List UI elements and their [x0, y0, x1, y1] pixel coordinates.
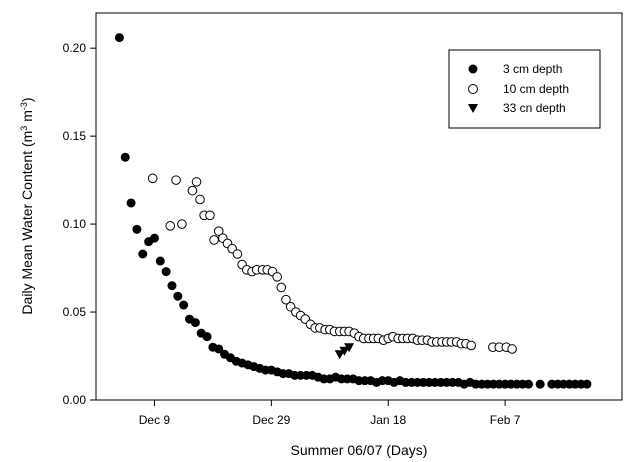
data-point: [195, 194, 205, 205]
data-point: [147, 173, 158, 184]
legend-marker-3cm: [468, 64, 478, 74]
series-1: [114, 33, 592, 389]
data-point: [232, 249, 243, 259]
legend-marker-33cm: [468, 104, 478, 113]
series-3: [334, 343, 355, 360]
data-point: [149, 233, 159, 243]
data-point: [132, 224, 142, 234]
data-point: [191, 177, 202, 187]
data-point: [281, 294, 291, 305]
data-point: [173, 291, 183, 301]
data-point: [276, 282, 287, 293]
data-point: [187, 185, 198, 196]
data-point: [126, 198, 136, 208]
data-point: [179, 300, 189, 310]
data-point: [167, 281, 177, 291]
y-axis-title-sup-1: 3: [19, 126, 29, 131]
data-point: [138, 249, 148, 259]
data-point: [214, 344, 224, 354]
data-point: [171, 175, 181, 185]
data-point: [202, 332, 212, 342]
data-point: [466, 340, 477, 351]
y-tick-label: 0.10: [63, 217, 87, 231]
x-tick-label: Dec 9: [139, 413, 171, 427]
y-tick-label: 0.15: [63, 129, 87, 143]
data-point: [205, 210, 215, 221]
data-point: [209, 235, 219, 245]
data-point: [339, 346, 350, 356]
series-2: [147, 173, 517, 354]
data-point: [213, 226, 224, 236]
data-point: [161, 267, 171, 277]
legend-label-10cm: 10 cm depth: [503, 82, 569, 96]
data-point: [523, 379, 533, 389]
data-point: [344, 343, 355, 353]
data-point: [120, 152, 130, 162]
y-tick-label: 0.05: [63, 305, 87, 319]
data-point: [507, 344, 517, 354]
x-axis-title: Summer 06/07 (Days): [291, 442, 428, 458]
data-point: [190, 318, 200, 328]
data-point: [155, 256, 165, 266]
legend-label-33cm: 33 cn depth: [503, 101, 566, 115]
data-point: [535, 379, 545, 389]
y-axis-title-sup-2: -3: [19, 102, 29, 110]
x-tick-label: Feb 7: [490, 413, 521, 427]
y-tick-label: 0.00: [63, 393, 87, 407]
data-points: [114, 33, 592, 389]
data-point: [272, 272, 282, 282]
data-point: [177, 219, 187, 229]
plot-frame: [95, 12, 623, 401]
x-tick-label: Dec 29: [252, 413, 290, 427]
y-tick-label: 0.20: [63, 41, 87, 55]
x-axis: Dec 9 Dec 29 Jan 18 Feb 7: [139, 400, 521, 427]
x-tick-label: Jan 18: [370, 413, 406, 427]
legend-label-3cm: 3 cm depth: [503, 62, 562, 76]
data-point: [165, 221, 176, 231]
legend: 3 cm depth 10 cm depth 33 cn depth: [448, 49, 601, 129]
y-axis-title: Daily Mean Water Content (m3 m-3): [19, 97, 35, 314]
data-point: [114, 33, 124, 43]
data-point: [582, 379, 592, 389]
data-point: [334, 350, 345, 360]
y-axis: 0.00 0.05 0.10 0.15 0.20: [63, 41, 96, 407]
legend-marker-10cm: [468, 84, 478, 94]
